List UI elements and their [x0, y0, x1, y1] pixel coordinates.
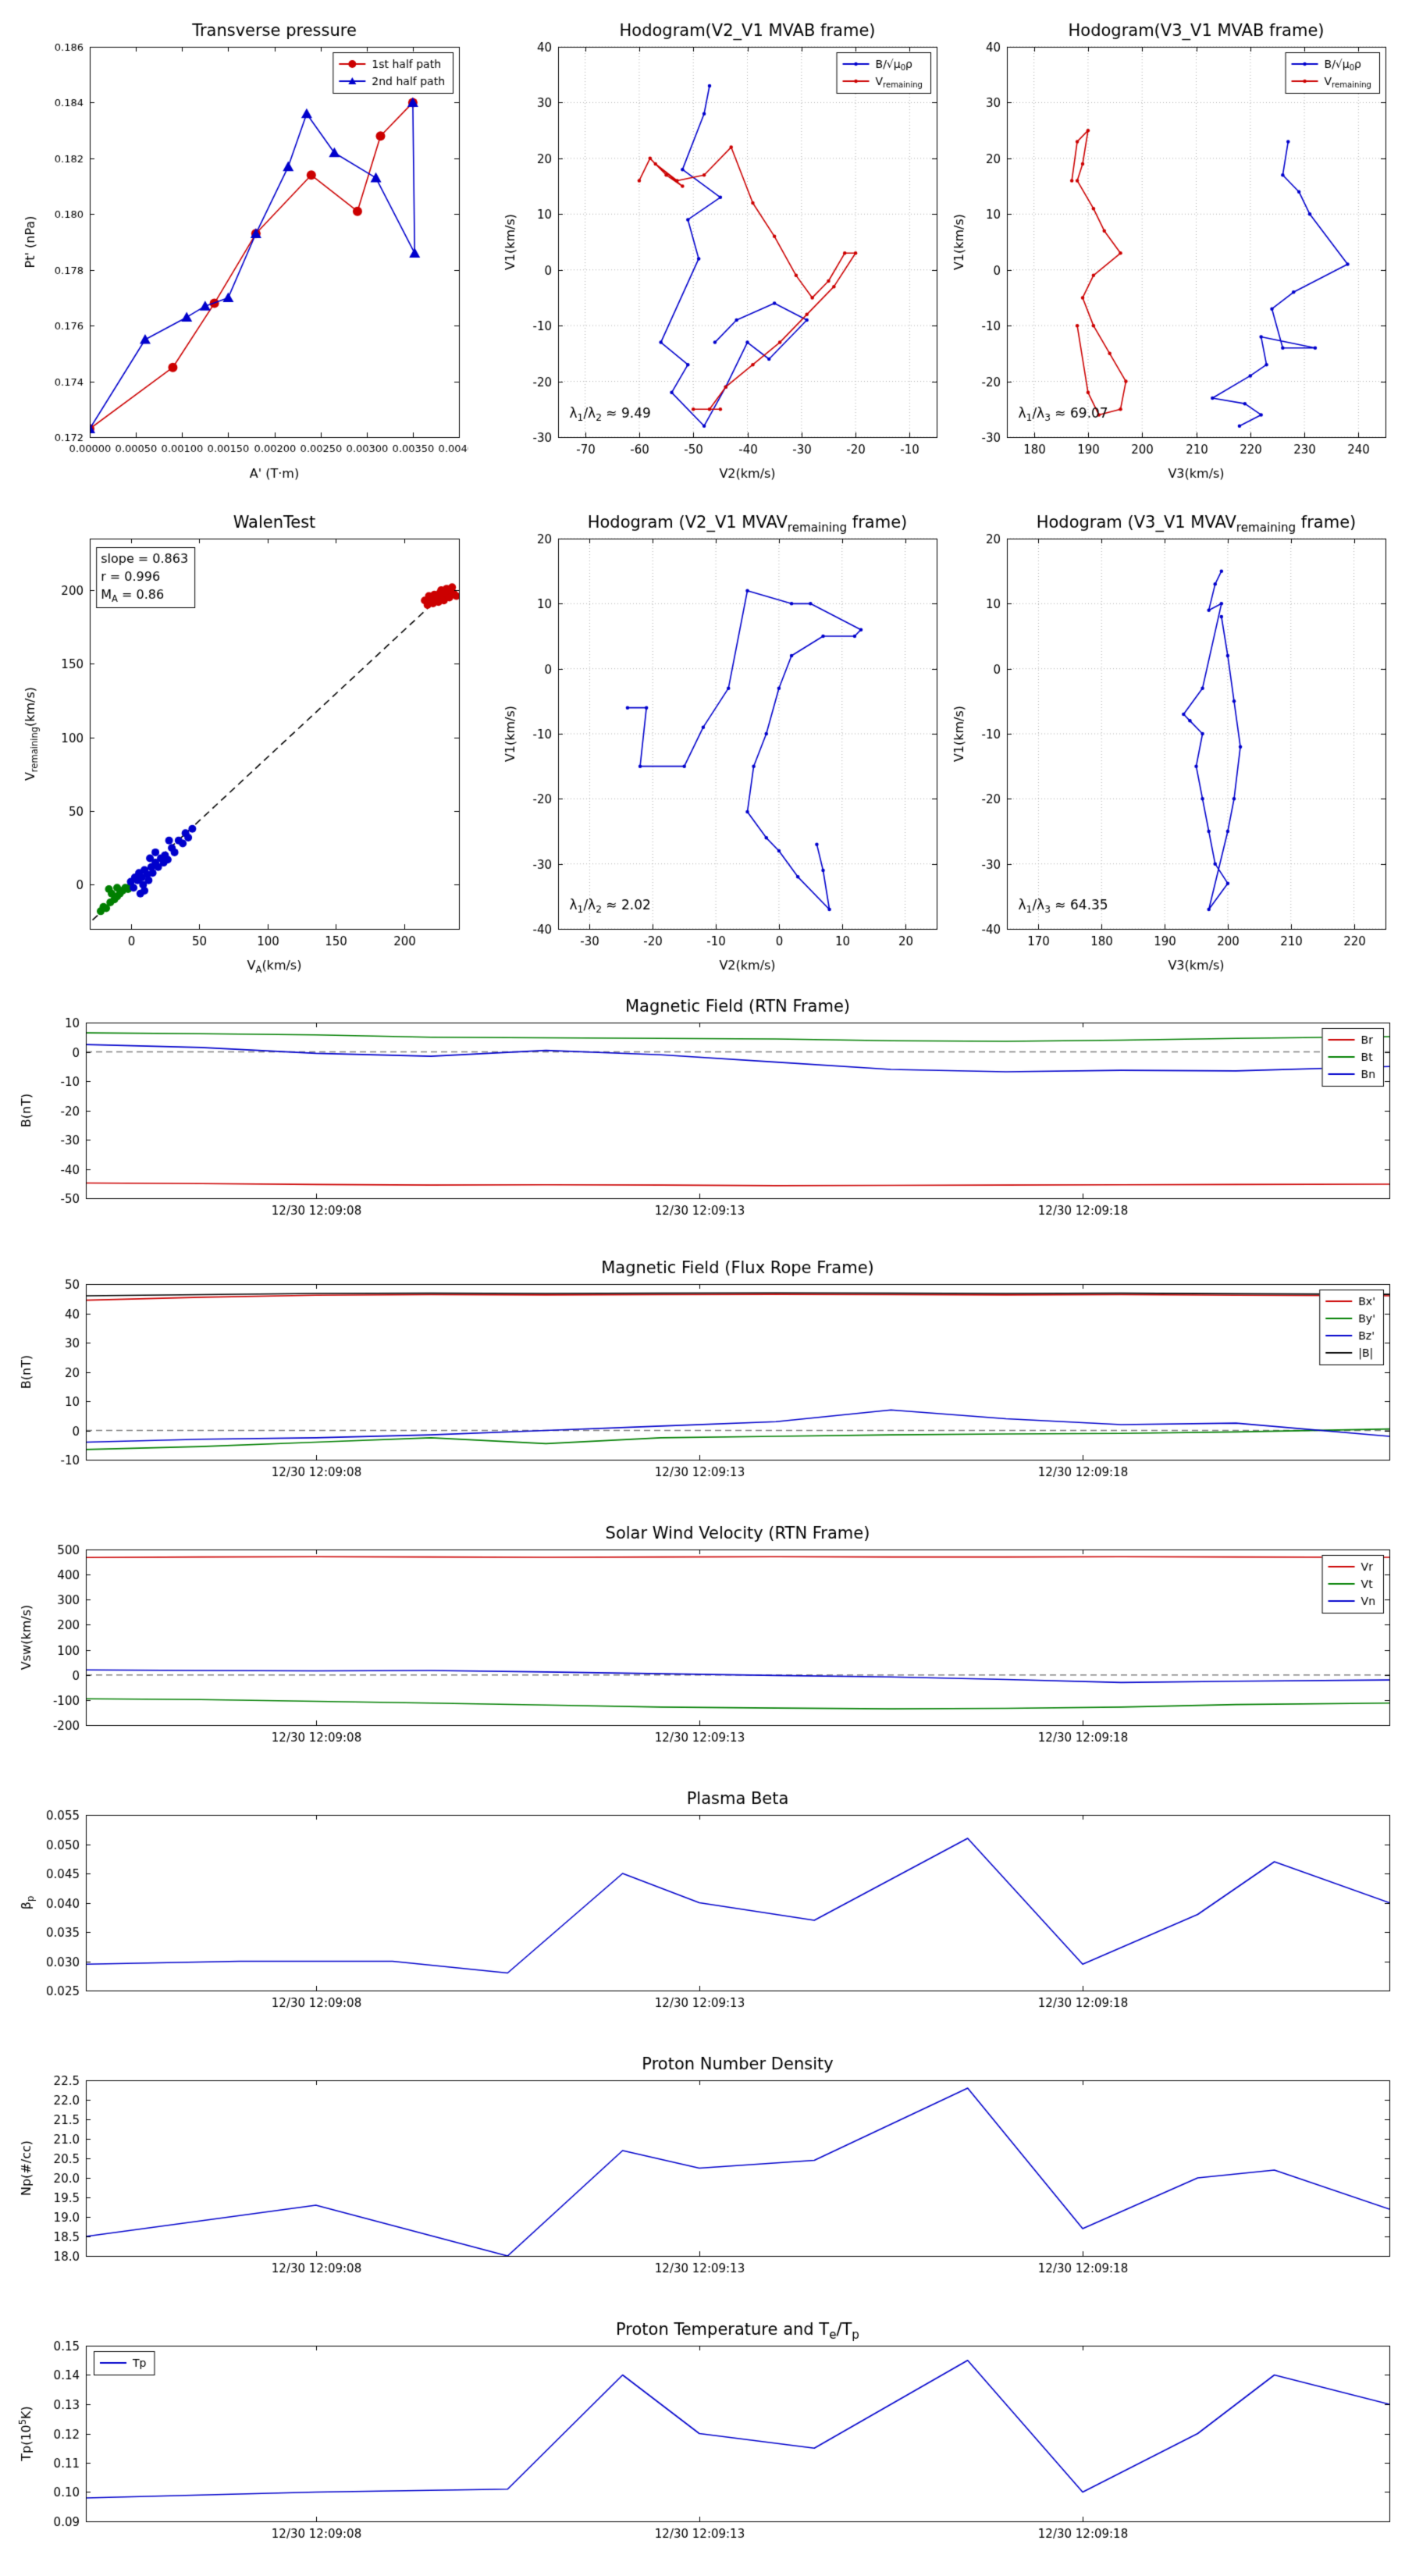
- chart-magnetic-field-flux-rope: [12, 1245, 1397, 1491]
- chart-proton-temperature: [12, 2307, 1397, 2553]
- chart-solar-wind-velocity: [12, 1510, 1397, 1756]
- chart-hodogram-v3v1-mvav: [944, 503, 1397, 984]
- chart-transverse-pressure: [16, 12, 468, 492]
- chart-magnetic-field-rtn: [12, 984, 1397, 1229]
- chart-plasma-beta: [12, 1776, 1397, 2022]
- chart-hodogram-v2v1-mvav: [496, 503, 948, 984]
- chart-proton-number-density: [12, 2041, 1397, 2287]
- chart-walen-test: [16, 503, 468, 984]
- chart-hodogram-v3v1-mvab: [944, 12, 1397, 492]
- chart-hodogram-v2v1-mvab: [496, 12, 948, 492]
